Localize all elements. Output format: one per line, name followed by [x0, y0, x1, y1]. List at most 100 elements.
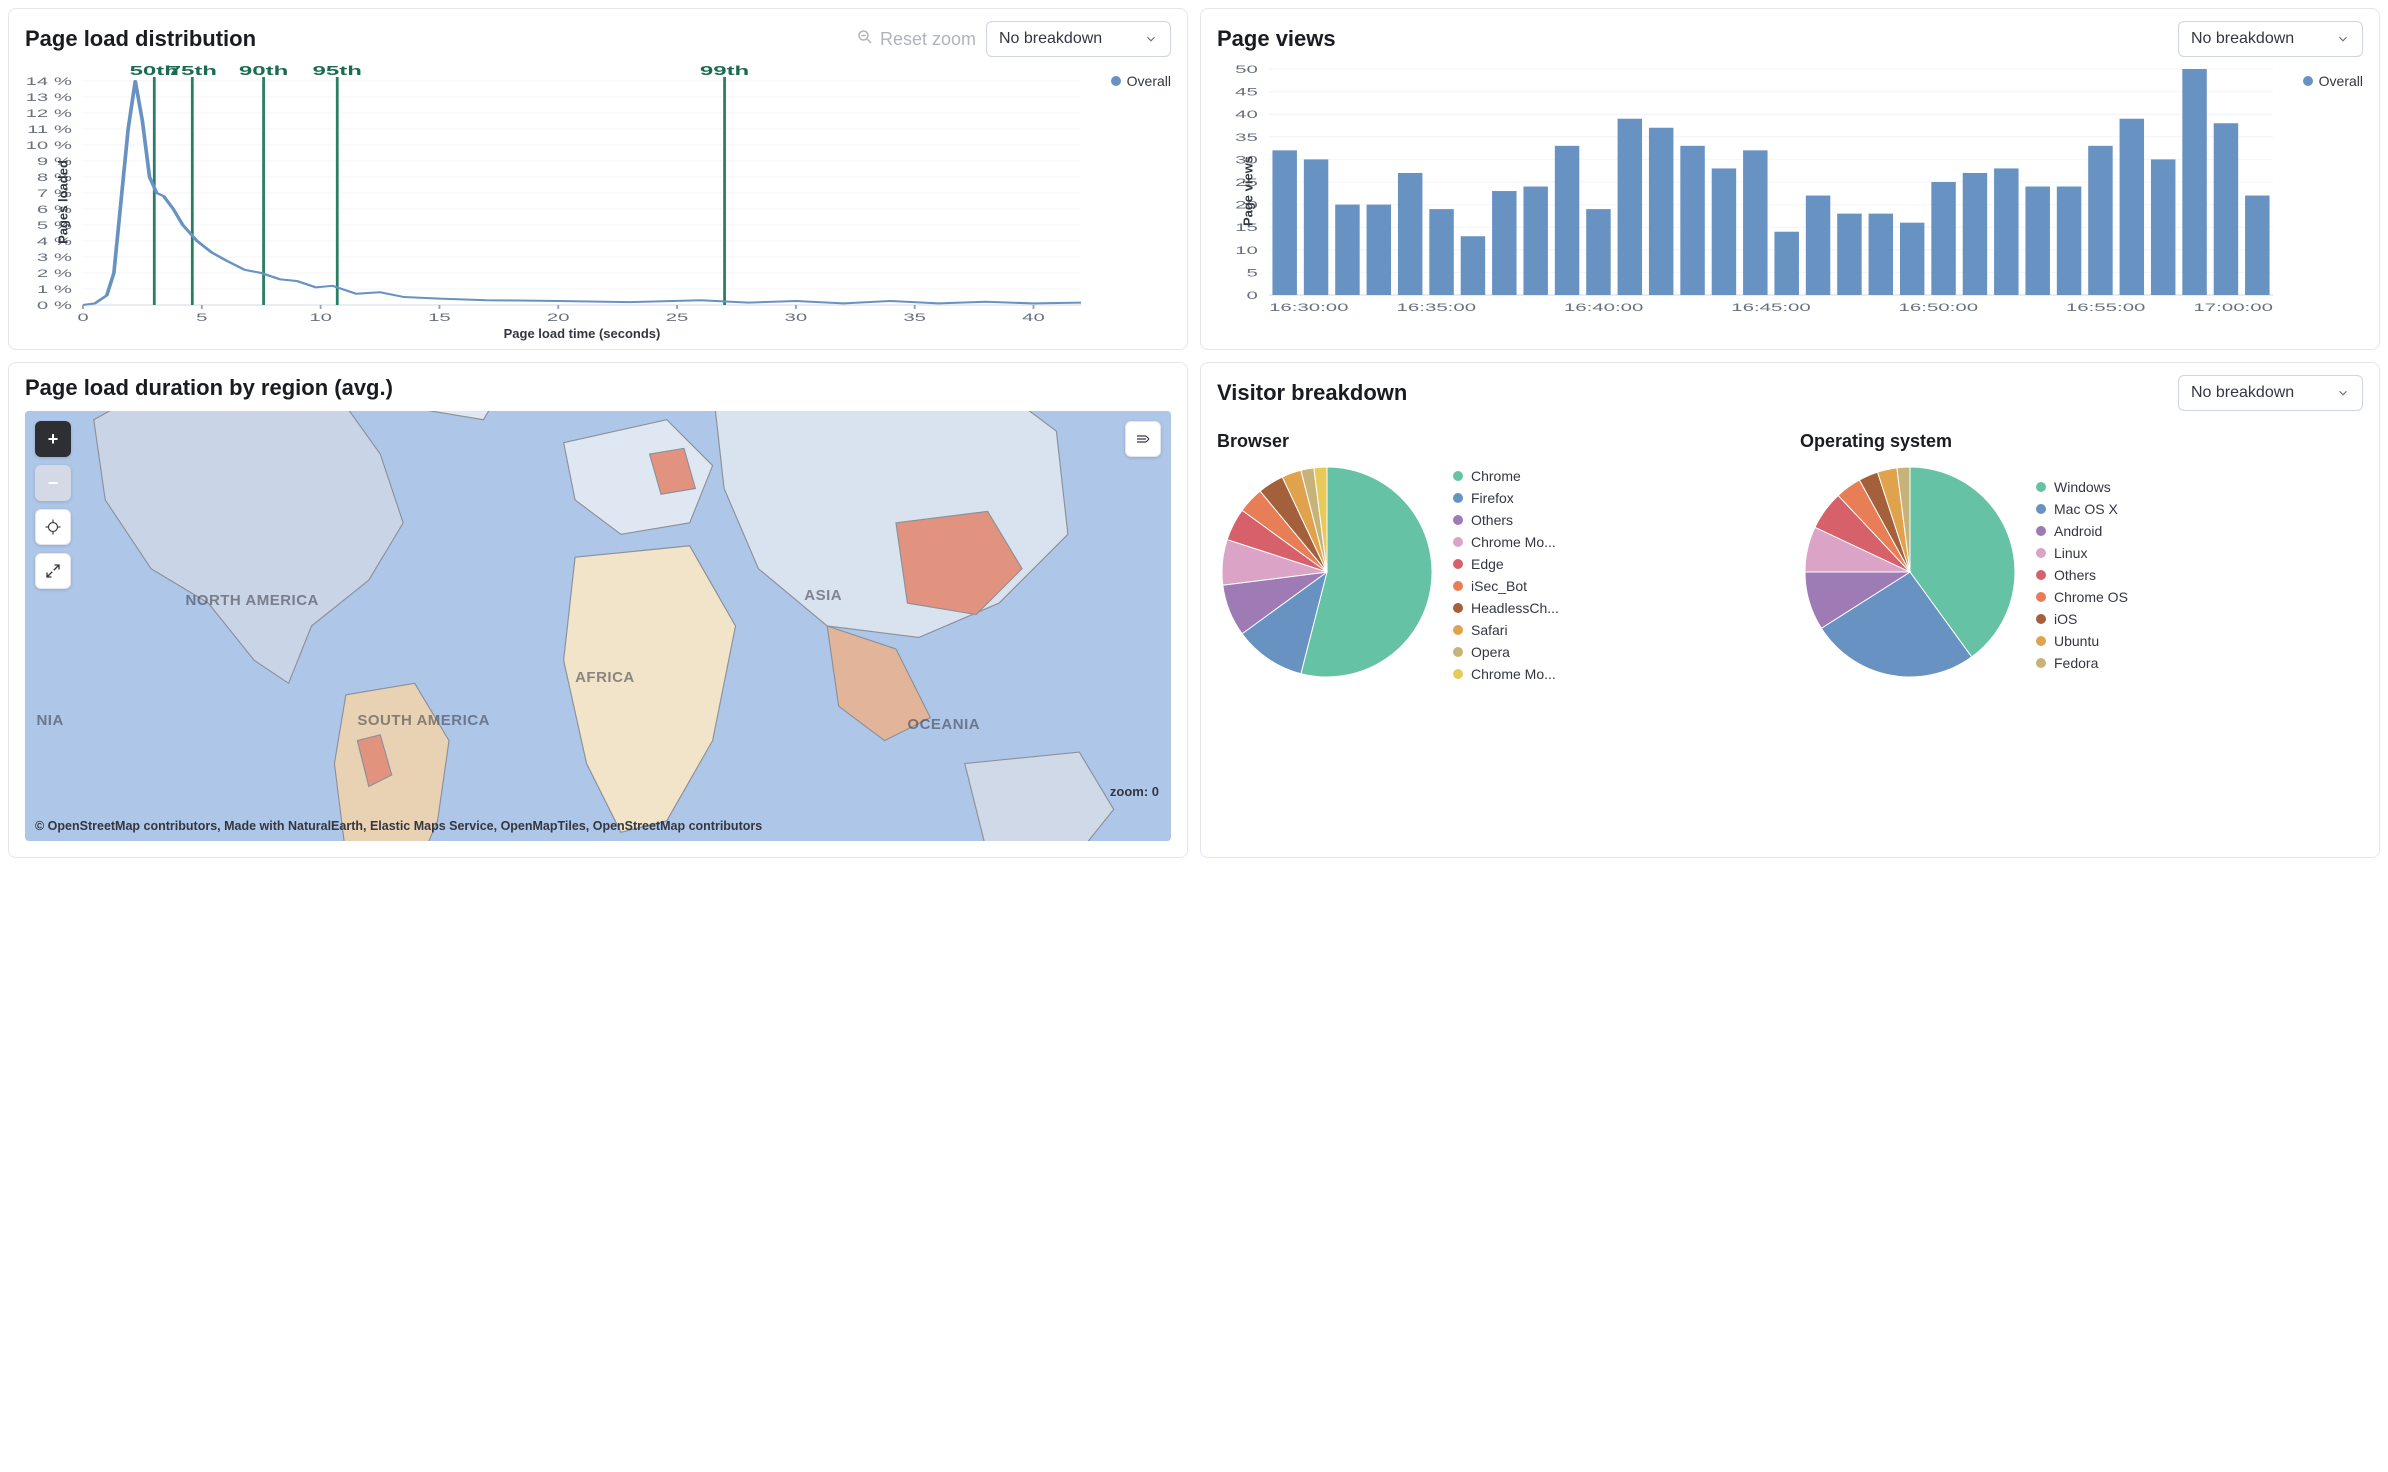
- fullscreen-button[interactable]: [35, 553, 71, 589]
- legend-item[interactable]: Chrome: [1453, 468, 1780, 484]
- svg-text:5: 5: [196, 312, 207, 324]
- legend-dot: [2036, 636, 2046, 646]
- panel-header: Page views No breakdown: [1217, 21, 2363, 57]
- plus-icon: +: [48, 429, 59, 450]
- reset-zoom-button[interactable]: Reset zoom: [856, 28, 976, 51]
- legend-dot: [2036, 592, 2046, 602]
- legend-label: Windows: [2054, 479, 2111, 495]
- legend-item[interactable]: Chrome OS: [2036, 589, 2363, 605]
- svg-text:3 %: 3 %: [37, 252, 72, 264]
- zoom-in-button[interactable]: +: [35, 421, 71, 457]
- legend-dot: [1453, 669, 1463, 679]
- continent-label: SOUTH AMERICA: [357, 712, 490, 729]
- browser-pie-chart: [1217, 462, 1437, 682]
- legend-dot: [2303, 76, 2313, 86]
- legend-dot: [1453, 493, 1463, 503]
- legend-dot: [1453, 647, 1463, 657]
- legend-label: Ubuntu: [2054, 633, 2099, 649]
- map-attribution: © OpenStreetMap contributors, Made with …: [35, 817, 1161, 835]
- legend-dot: [2036, 482, 2046, 492]
- legend-item[interactable]: Opera: [1453, 644, 1780, 660]
- legend-label: Android: [2054, 523, 2102, 539]
- svg-text:45: 45: [1235, 86, 1258, 98]
- crosshair-icon: [44, 518, 62, 536]
- legend-label: iSec_Bot: [1471, 578, 1527, 594]
- panel-title: Page views: [1217, 26, 1336, 52]
- breakdown-select[interactable]: No breakdown: [986, 21, 1171, 57]
- svg-text:10: 10: [309, 312, 332, 324]
- panel-visitor-breakdown: Visitor breakdown No breakdown Browser C…: [1200, 362, 2380, 858]
- svg-text:10: 10: [1235, 244, 1258, 256]
- os-pie-chart: [1800, 462, 2020, 682]
- legend-item[interactable]: iSec_Bot: [1453, 578, 1780, 594]
- svg-text:90th: 90th: [239, 64, 288, 78]
- svg-text:95th: 95th: [313, 64, 362, 78]
- y-axis-label: Pages loaded: [55, 160, 70, 244]
- panel-region-map: Page load duration by region (avg.) + − …: [8, 362, 1188, 858]
- map-area[interactable]: + − NORTH AMERICAASIAAFRICASOUTH AMERICA…: [25, 411, 1171, 841]
- breakdown-select[interactable]: No breakdown: [2178, 375, 2363, 411]
- legend-item[interactable]: HeadlessCh...: [1453, 600, 1780, 616]
- svg-text:13 %: 13 %: [26, 92, 72, 104]
- legend-label: Others: [1471, 512, 1513, 528]
- expand-icon: [44, 562, 62, 580]
- breakdown-select-value: No breakdown: [2191, 384, 2294, 402]
- legend-item[interactable]: Safari: [1453, 622, 1780, 638]
- legend-dot: [1453, 603, 1463, 613]
- svg-text:2 %: 2 %: [37, 268, 72, 280]
- legend-label: Edge: [1471, 556, 1504, 572]
- legend-item[interactable]: Edge: [1453, 556, 1780, 572]
- legend-label: iOS: [2054, 611, 2077, 627]
- svg-text:16:50:00: 16:50:00: [1899, 302, 1979, 314]
- legend-item[interactable]: Others: [2036, 567, 2363, 583]
- legend-label: Mac OS X: [2054, 501, 2118, 517]
- svg-text:11 %: 11 %: [27, 124, 72, 136]
- svg-text:0 %: 0 %: [37, 300, 72, 312]
- legend-dot: [2036, 658, 2046, 668]
- svg-text:40: 40: [1022, 312, 1045, 324]
- legend-dot: [1111, 76, 1121, 86]
- legend-label: Safari: [1471, 622, 1508, 638]
- legend-label: Fedora: [2054, 655, 2098, 671]
- legend-dot: [1453, 537, 1463, 547]
- legend-label: Chrome: [1471, 468, 1521, 484]
- legend-item[interactable]: Chrome Mo...: [1453, 666, 1780, 682]
- legend-item[interactable]: Firefox: [1453, 490, 1780, 506]
- legend-dot: [1453, 515, 1463, 525]
- page-load-dist-chart: Pages loaded Overall 0 %1 %2 %3 %4 %5 %6…: [25, 63, 1171, 341]
- legend-item[interactable]: iOS: [2036, 611, 2363, 627]
- breakdown-select-value: No breakdown: [999, 30, 1102, 48]
- legend-item[interactable]: Android: [2036, 523, 2363, 539]
- layers-button[interactable]: [1125, 421, 1161, 457]
- svg-text:75th: 75th: [168, 64, 217, 78]
- legend-item[interactable]: Fedora: [2036, 655, 2363, 671]
- legend-item[interactable]: Linux: [2036, 545, 2363, 561]
- svg-text:16:40:00: 16:40:00: [1564, 302, 1644, 314]
- legend-item[interactable]: Chrome Mo...: [1453, 534, 1780, 550]
- panel-page-load-distribution: Page load distribution Reset zoom No bre…: [8, 8, 1188, 350]
- legend-label: Chrome Mo...: [1471, 666, 1556, 682]
- continent-label: AFRICA: [575, 669, 635, 686]
- legend-label: Firefox: [1471, 490, 1514, 506]
- continent-label: NIA: [36, 712, 63, 729]
- continent-label: NORTH AMERICA: [185, 592, 318, 609]
- legend-dot: [2036, 614, 2046, 624]
- zoom-out-button[interactable]: −: [35, 465, 71, 501]
- locate-button[interactable]: [35, 509, 71, 545]
- legend-item[interactable]: Ubuntu: [2036, 633, 2363, 649]
- legend-item[interactable]: Others: [1453, 512, 1780, 528]
- os-subtitle: Operating system: [1800, 431, 2363, 452]
- legend-item[interactable]: Mac OS X: [2036, 501, 2363, 517]
- layers-icon: [1134, 430, 1152, 448]
- svg-text:14 %: 14 %: [26, 76, 72, 88]
- svg-text:16:30:00: 16:30:00: [1269, 302, 1349, 314]
- line-chart-svg: 0 %1 %2 %3 %4 %5 %6 %7 %8 %9 %10 %11 %12…: [83, 63, 1081, 323]
- legend-dot: [1453, 559, 1463, 569]
- x-axis-label: Page load time (seconds): [83, 326, 1081, 341]
- breakdown-select[interactable]: No breakdown: [2178, 21, 2363, 57]
- map-controls: + −: [35, 421, 71, 589]
- svg-text:0: 0: [77, 312, 88, 324]
- continent-label: OCEANIA: [907, 716, 980, 733]
- legend-dot: [2036, 526, 2046, 536]
- legend-item[interactable]: Windows: [2036, 479, 2363, 495]
